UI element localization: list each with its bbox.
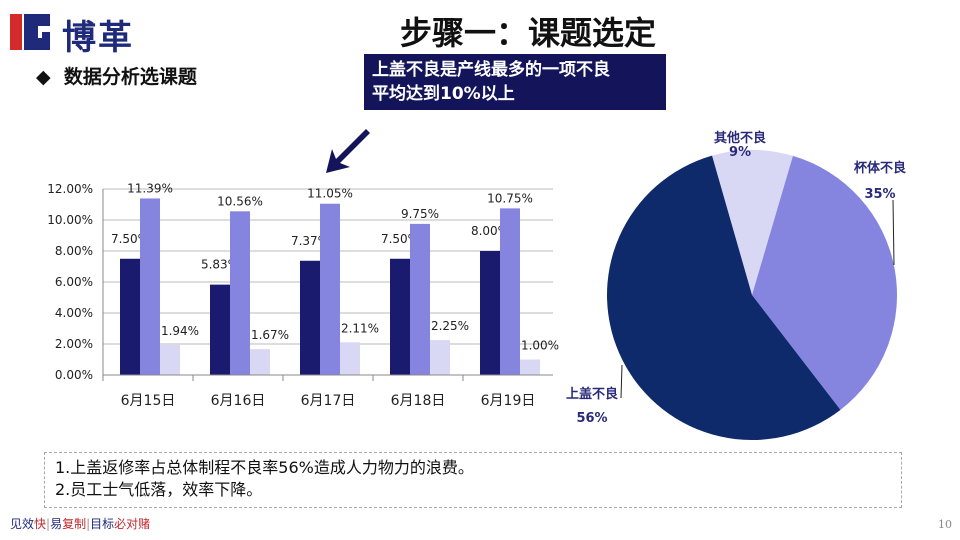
logo-icon [10, 14, 50, 50]
subtitle-text: 数据分析选课题 [63, 66, 197, 88]
y-tick-label: 10.00% [47, 213, 93, 227]
data-label: 7.50% [111, 232, 149, 246]
callout-line: 上盖不良是产线最多的一项不良 [372, 60, 610, 80]
pie-slice [606, 155, 841, 441]
bar [300, 260, 320, 375]
bar [320, 203, 340, 375]
x-tick-label: 6月15日 [121, 393, 176, 409]
slice-name: 其他不良 [714, 130, 766, 146]
footer-text: | [86, 517, 91, 531]
data-label: 9.75% [401, 207, 439, 221]
data-label: 11.05% [307, 187, 353, 201]
data-label: 1.67% [251, 328, 289, 342]
data-label: 8.00% [471, 224, 509, 238]
footer-text: 目标 [90, 517, 115, 531]
bar [210, 284, 230, 375]
slice-label: 35% [864, 187, 895, 202]
bar [410, 223, 430, 375]
bar [230, 211, 250, 375]
y-tick-label: 4.00% [55, 306, 93, 320]
y-tick-label: 6.00% [55, 275, 93, 289]
data-label: 11.39% [127, 181, 173, 195]
bar [500, 208, 520, 375]
bar [480, 251, 500, 375]
footer-text: 见效 [10, 517, 35, 531]
bar [430, 340, 450, 375]
page-title: 步骤一：课题选定 [400, 14, 657, 52]
y-tick-label: 0.00% [55, 368, 93, 382]
arrow-icon [326, 129, 370, 173]
slice-name: 杯体不良 [854, 160, 906, 176]
slice-label: 56% [576, 411, 607, 426]
bar [340, 342, 360, 375]
note-item: 1.上盖返修率占总体制程不良率56%造成人力物力的浪费。 [55, 458, 474, 477]
data-label: 1.00% [521, 339, 559, 353]
y-tick-label: 8.00% [55, 244, 93, 258]
bar [520, 359, 540, 375]
callout-box: 上盖不良是产线最多的一项不良 平均达到10%以上 [364, 54, 666, 110]
x-tick-label: 6月17日 [301, 393, 356, 409]
page-number: 10 [938, 518, 952, 531]
footer-text: 必对赌 [114, 517, 151, 531]
brand-name: 博革 [62, 18, 134, 58]
data-label: 1.94% [161, 324, 199, 338]
footer-text: | [46, 517, 51, 531]
x-tick-label: 6月18日 [391, 393, 446, 409]
section-subtitle: ◆ 数据分析选课题 [36, 62, 197, 89]
data-label: 10.75% [487, 191, 533, 205]
x-tick-label: 6月16日 [211, 393, 266, 409]
callout-line: 平均达到10%以上 [372, 84, 515, 104]
footer-text: 易 [50, 517, 63, 531]
bar [250, 349, 270, 375]
y-tick-label: 2.00% [55, 337, 93, 351]
footer-text: 复制 [62, 517, 87, 531]
data-label: 7.37% [291, 234, 329, 248]
diamond-bullet-icon: ◆ [36, 66, 64, 88]
slice-label: 9% [729, 145, 751, 160]
footer-slogan: 见效快|易复制|目标必对赌 [10, 515, 150, 532]
x-tick-label: 6月19日 [481, 393, 536, 409]
data-label: 10.56% [217, 194, 263, 208]
data-label: 2.11% [341, 321, 379, 335]
leader-line [620, 364, 623, 399]
bar [160, 344, 180, 375]
bar [120, 258, 140, 375]
notes-box: 1.上盖返修率占总体制程不良率56%造成人力物力的浪费。 2.员工士气低落，效率… [44, 452, 902, 508]
data-label: 5.83% [201, 258, 239, 272]
data-label: 7.50% [381, 232, 419, 246]
bar [140, 198, 160, 375]
note-item: 2.员工士气低落，效率下降。 [55, 480, 263, 499]
slice-name: 上盖不良 [566, 386, 618, 402]
y-tick-label: 12.00% [47, 182, 93, 196]
footer-text: 快 [34, 517, 47, 531]
pie-slice [752, 155, 897, 410]
bar-chart: 0.00% 2.00% 4.00% 6.00% 8.00% 10.00% 12.00% 6月1… [47, 181, 559, 409]
pie-slice [712, 150, 793, 295]
leader-line [892, 199, 895, 266]
data-label: 2.25% [431, 319, 469, 333]
bar [390, 258, 410, 375]
